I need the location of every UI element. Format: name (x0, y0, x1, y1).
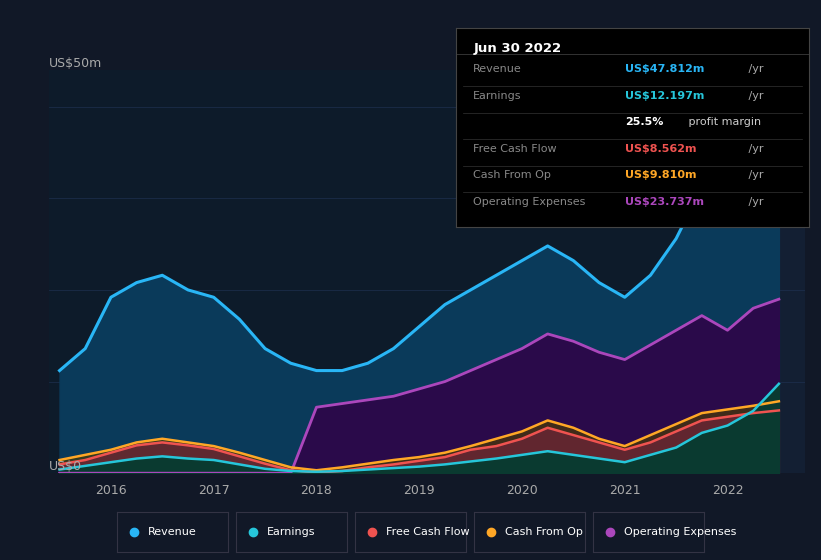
Text: Cash From Op: Cash From Op (474, 170, 551, 180)
Text: Earnings: Earnings (267, 527, 315, 537)
Text: Operating Expenses: Operating Expenses (624, 527, 736, 537)
Text: Free Cash Flow: Free Cash Flow (386, 527, 470, 537)
Text: Revenue: Revenue (474, 64, 522, 74)
Text: /yr: /yr (745, 143, 764, 153)
Text: Jun 30 2022: Jun 30 2022 (474, 42, 562, 55)
Text: US$9.810m: US$9.810m (625, 170, 696, 180)
Text: Earnings: Earnings (474, 91, 522, 101)
Text: /yr: /yr (745, 64, 764, 74)
Text: Operating Expenses: Operating Expenses (474, 197, 585, 207)
Text: profit margin: profit margin (686, 117, 761, 127)
Text: US$23.737m: US$23.737m (625, 197, 704, 207)
Text: US$0: US$0 (49, 460, 82, 473)
Text: Free Cash Flow: Free Cash Flow (474, 143, 557, 153)
Text: US$50m: US$50m (49, 57, 103, 70)
Bar (718, 70, 805, 473)
Text: /yr: /yr (745, 91, 764, 101)
Text: US$12.197m: US$12.197m (625, 91, 704, 101)
Text: Revenue: Revenue (148, 527, 197, 537)
Text: /yr: /yr (745, 170, 764, 180)
Text: US$8.562m: US$8.562m (625, 143, 696, 153)
Text: US$47.812m: US$47.812m (625, 64, 704, 74)
Text: Cash From Op: Cash From Op (505, 527, 583, 537)
Text: 25.5%: 25.5% (625, 117, 663, 127)
Text: /yr: /yr (745, 197, 764, 207)
